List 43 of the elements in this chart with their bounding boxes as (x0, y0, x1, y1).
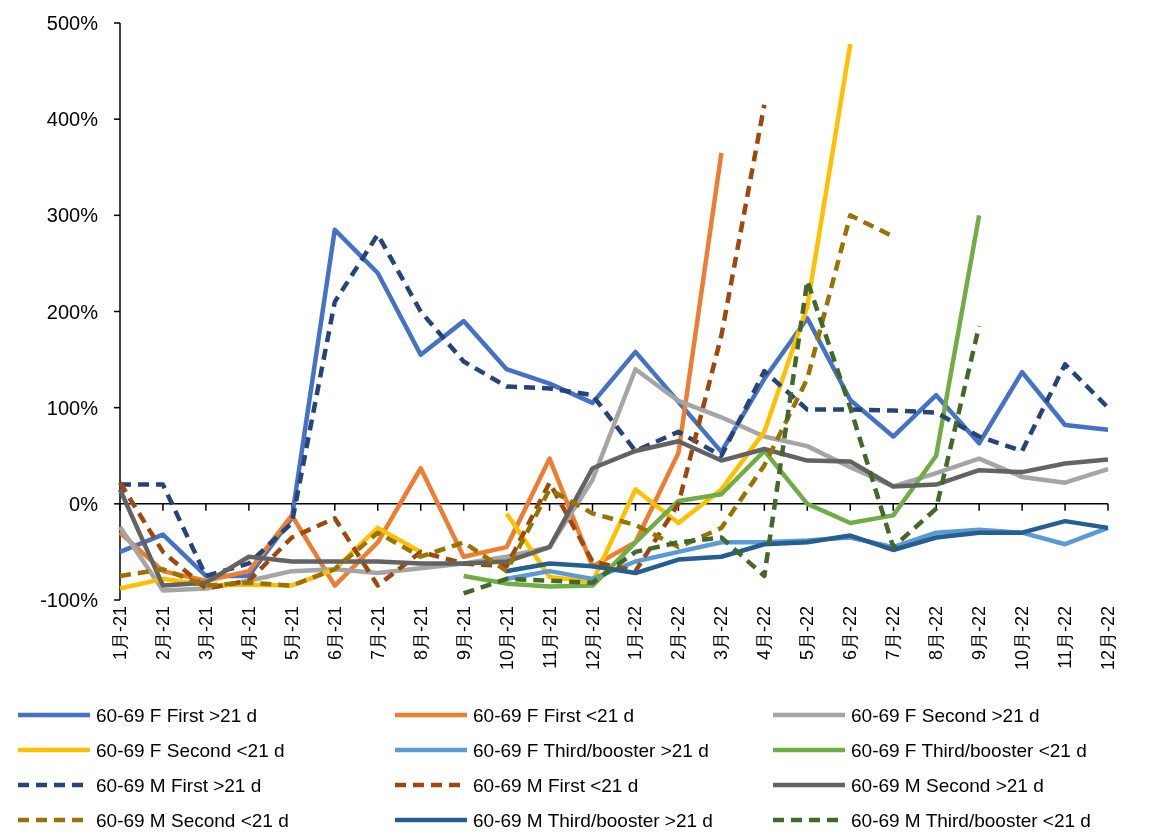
legend-label: 60-69 F First <21 d (473, 705, 635, 726)
x-tick-label: 9月-21 (453, 606, 474, 661)
x-tick-label: 7月-21 (367, 606, 388, 661)
y-tick-label: -100% (40, 589, 99, 611)
x-tick-label: 11月-21 (539, 606, 560, 669)
x-tick-label: 4月-21 (238, 606, 259, 661)
x-tick-label: 12月-21 (582, 606, 603, 671)
legend-label: 60-69 F Second <21 d (96, 740, 285, 761)
x-tick-label: 5月-21 (281, 606, 302, 661)
legend-label: 60-69 F Third/booster <21 d (851, 740, 1087, 761)
x-tick-label: 6月-22 (840, 606, 861, 661)
x-tick-label: 2月-22 (668, 606, 689, 661)
y-tick-label: 300% (46, 204, 99, 227)
legend-label: 60-69 M Third/booster >21 d (473, 810, 713, 831)
legend-label: 60-69 F First >21 d (96, 705, 258, 726)
x-tick-label: 11月-22 (1055, 606, 1076, 669)
x-tick-label: 2月-21 (152, 606, 173, 661)
legend-label: 60-69 M First >21 d (96, 775, 262, 796)
x-tick-label: 1月-21 (110, 606, 130, 661)
legend-label: 60-69 M Second >21 d (851, 775, 1044, 796)
y-tick-label: 500% (46, 12, 99, 34)
y-tick-label: 400% (46, 108, 99, 131)
x-tick-label: 3月-21 (195, 606, 216, 661)
x-tick-label: 1月-22 (625, 606, 646, 661)
x-tick-label: 4月-22 (754, 606, 775, 661)
x-tick-label: 3月-22 (711, 606, 732, 661)
y-tick-label: 200% (46, 300, 99, 323)
x-tick-label: 6月-21 (324, 606, 345, 661)
x-tick-label: 7月-22 (883, 606, 904, 661)
x-tick-label: 9月-22 (969, 606, 990, 661)
y-tick-label: 100% (46, 396, 99, 419)
y-tick-label: 0% (69, 492, 99, 515)
legend-label: 60-69 M Third/booster <21 d (851, 810, 1091, 831)
x-tick-label: 10月-22 (1012, 606, 1033, 671)
x-tick-label: 8月-22 (926, 606, 947, 661)
x-tick-label: 10月-21 (496, 606, 517, 671)
x-tick-label: 5月-22 (797, 606, 818, 661)
legend-label: 60-69 M Second <21 d (96, 810, 289, 831)
x-tick-label: 12月-22 (1098, 606, 1118, 671)
legend-label: 60-69 F Second >21 d (851, 705, 1040, 726)
legend-label: 60-69 F Third/booster >21 d (473, 740, 709, 761)
legend-label: 60-69 M First <21 d (473, 775, 639, 796)
x-tick-label: 8月-21 (410, 606, 431, 661)
